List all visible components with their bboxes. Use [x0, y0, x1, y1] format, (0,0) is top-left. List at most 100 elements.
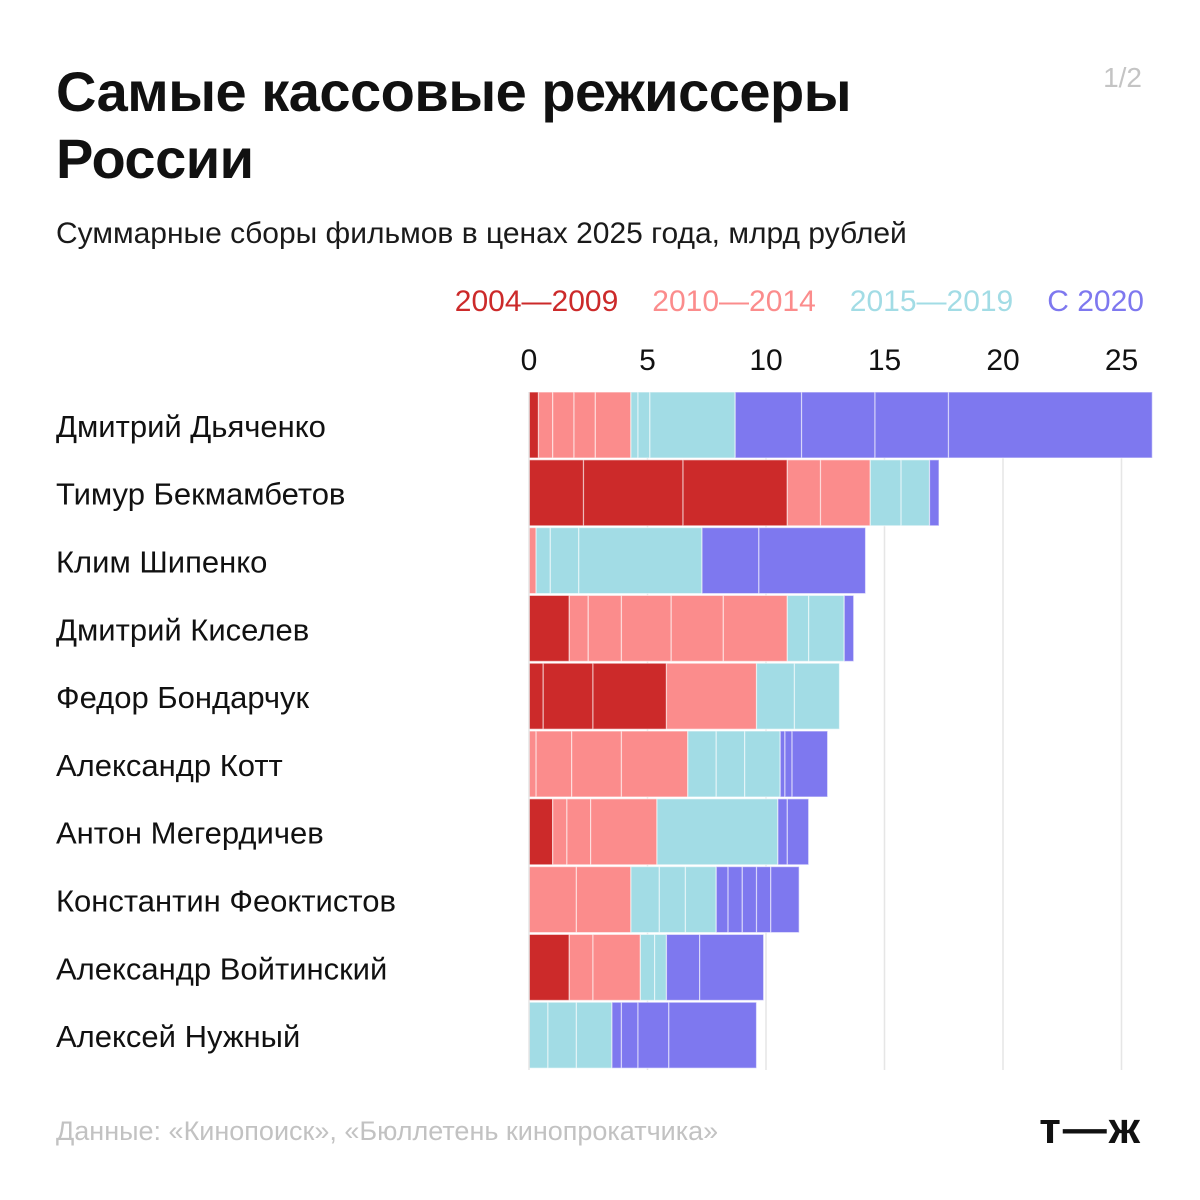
- film-segment: [819, 459, 871, 527]
- film-segment: [528, 933, 570, 1002]
- film-segment: [715, 730, 746, 798]
- film-segment: [590, 798, 658, 866]
- film-segment: [620, 730, 689, 798]
- film-segment: [630, 391, 639, 459]
- film-segment: [568, 594, 589, 662]
- film-segment: [701, 527, 760, 595]
- film-segment: [547, 1001, 578, 1069]
- film-segment: [755, 865, 772, 934]
- legend-item-2010-2014: 2010—2014: [652, 285, 816, 318]
- director-label: Антон Мегердичев: [56, 816, 324, 851]
- film-segment: [755, 662, 796, 730]
- film-segment: [552, 391, 575, 459]
- film-segment: [575, 1001, 613, 1069]
- film-segment: [727, 865, 743, 934]
- film-segment: [668, 1001, 758, 1069]
- film-segment: [573, 391, 596, 459]
- film-segment: [542, 662, 594, 730]
- film-segment: [637, 391, 651, 459]
- film-segment: [528, 594, 570, 662]
- film-segment: [592, 933, 641, 1002]
- film-segment: [800, 391, 876, 459]
- data-source: Данные: «Кинопоиск», «Бюллетень кинопрок…: [56, 1116, 719, 1146]
- film-segment: [528, 459, 585, 527]
- film-segment: [528, 527, 537, 595]
- film-segment: [611, 1001, 623, 1069]
- film-segment: [568, 933, 594, 1002]
- film-segment: [637, 1001, 670, 1069]
- film-segment: [630, 865, 660, 934]
- legend-item-2004-2009: 2004—2009: [454, 285, 619, 318]
- stacked-bar-chart: 0 5 10 15 20 25 Дмитрий Дьяченко Тимур Бекмамбе…: [56, 344, 1153, 1070]
- legend-item-since-2020: С 2020: [1047, 285, 1144, 318]
- film-segment: [665, 933, 701, 1002]
- x-tick-label: 20: [986, 344, 1019, 377]
- film-segment: [947, 391, 1153, 459]
- chart-subtitle: Суммарные сборы фильмов в ценах 2025 год…: [56, 217, 907, 250]
- x-tick-label: 10: [749, 344, 782, 377]
- x-tick-label: 5: [639, 344, 656, 377]
- page-number: 1/2: [1103, 62, 1142, 93]
- film-segment: [777, 798, 788, 866]
- film-segment: [528, 798, 554, 866]
- film-segment: [682, 459, 788, 527]
- x-tick-label: 25: [1105, 344, 1138, 377]
- film-segment: [843, 594, 855, 662]
- film-segment: [734, 391, 803, 459]
- film-segment: [654, 933, 668, 1002]
- film-segment: [620, 1001, 639, 1069]
- film-segment: [571, 730, 623, 798]
- film-segment: [528, 1001, 549, 1069]
- film-segment: [587, 594, 623, 662]
- director-label: Александр Войтинский: [56, 951, 387, 986]
- film-segment: [649, 391, 736, 459]
- film-segment: [758, 527, 867, 595]
- brand-logo: т—ж: [1039, 1104, 1142, 1153]
- film-segment: [684, 865, 717, 934]
- film-segment: [784, 730, 793, 798]
- director-label: Дмитрий Киселев: [56, 612, 309, 647]
- film-segment: [900, 459, 931, 527]
- film-segment: [620, 594, 672, 662]
- film-segment: [874, 391, 950, 459]
- film-segment: [528, 730, 537, 798]
- film-segment: [592, 662, 668, 730]
- film-segment: [744, 730, 781, 798]
- film-segment: [575, 865, 632, 934]
- film-segment: [779, 730, 786, 798]
- film-segment: [594, 391, 632, 459]
- director-label: Федор Бондарчук: [56, 680, 310, 715]
- legend-item-2015-2019: 2015—2019: [849, 285, 1014, 318]
- director-label: Тимур Бекмамбетов: [56, 477, 345, 512]
- film-segment: [535, 527, 551, 595]
- film-segment: [869, 459, 902, 527]
- film-segment: [566, 798, 592, 866]
- director-label: Алексей Нужный: [56, 1019, 300, 1054]
- film-segment: [528, 865, 578, 934]
- director-label: Константин Феоктистов: [56, 884, 396, 919]
- film-segment: [582, 459, 684, 527]
- x-tick-label: 0: [521, 344, 538, 377]
- film-segment: [537, 391, 554, 459]
- director-label: Александр Котт: [56, 748, 283, 783]
- film-segment: [670, 594, 724, 662]
- film-segment: [786, 459, 822, 527]
- film-segment: [928, 459, 940, 527]
- director-label: Дмитрий Дьяченко: [56, 409, 326, 444]
- film-segment: [528, 391, 540, 459]
- film-segment: [528, 662, 544, 730]
- film-segment: [741, 865, 758, 934]
- film-segment: [793, 662, 841, 730]
- film-segment: [656, 798, 779, 866]
- film-segment: [786, 594, 810, 662]
- film-segment: [578, 527, 703, 595]
- film-segment: [770, 865, 800, 934]
- film-segment: [665, 662, 758, 730]
- film-segment: [552, 798, 568, 866]
- x-tick-label: 15: [868, 344, 901, 377]
- film-segment: [786, 798, 810, 866]
- film-segment: [658, 865, 687, 934]
- film-segment: [722, 594, 788, 662]
- film-segment: [639, 933, 656, 1002]
- film-segment: [549, 527, 580, 595]
